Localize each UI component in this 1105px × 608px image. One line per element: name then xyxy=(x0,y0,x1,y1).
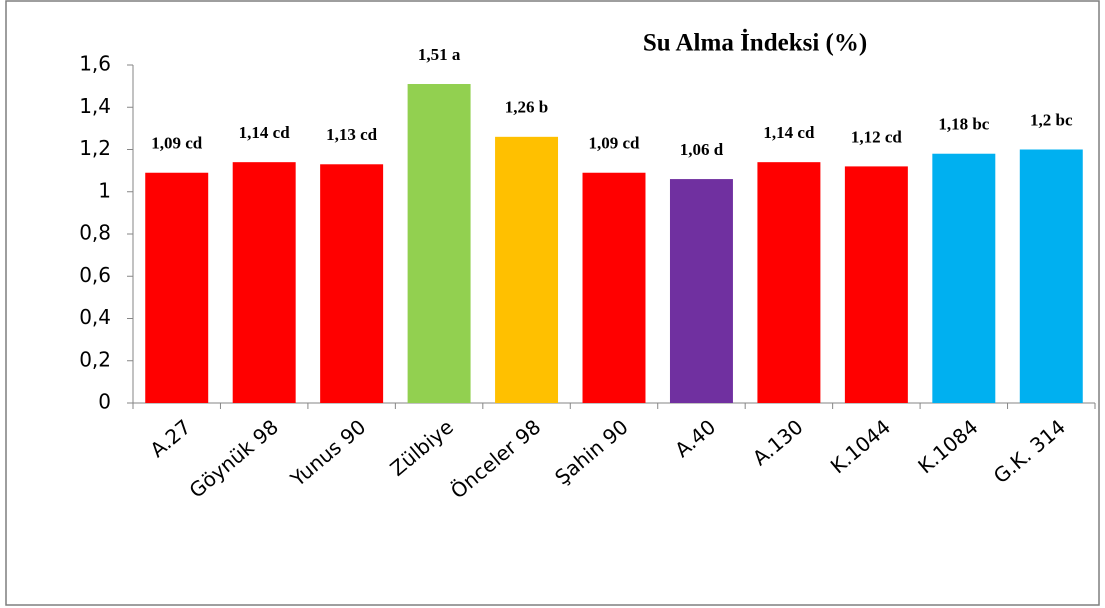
data-label: 1,14 cd xyxy=(763,123,815,142)
data-label: 1,14 cd xyxy=(239,123,291,142)
data-label: 1,09 cd xyxy=(589,134,641,153)
y-tick-label: 1,6 xyxy=(79,52,111,76)
bar xyxy=(407,84,471,403)
y-tick-label: 0,2 xyxy=(79,347,111,371)
y-tick-label: 0,4 xyxy=(79,305,111,329)
y-tick-label: 0,6 xyxy=(79,263,111,287)
y-tick-label: 1,2 xyxy=(79,136,111,160)
data-label: 1,13 cd xyxy=(326,125,378,144)
bar xyxy=(320,164,384,403)
data-label: 1,51 a xyxy=(418,45,461,64)
bar xyxy=(669,179,733,403)
bar xyxy=(844,166,908,403)
data-label: 1,09 cd xyxy=(151,134,203,153)
y-tick-label: 1,4 xyxy=(79,94,111,118)
data-label: 1,18 bc xyxy=(938,115,989,134)
chart-title: Su Alma İndeksi (%) xyxy=(643,29,867,57)
y-tick-label: 0 xyxy=(98,390,111,414)
data-label: 1,12 cd xyxy=(851,127,903,146)
data-label: 1,06 d xyxy=(680,140,724,159)
data-label: 1,2 bc xyxy=(1030,110,1073,129)
y-tick-label: 1 xyxy=(98,178,111,202)
bar xyxy=(145,172,209,403)
bar xyxy=(582,172,646,403)
bar xyxy=(757,162,821,403)
bar xyxy=(932,153,996,403)
y-tick-label: 0,8 xyxy=(79,221,111,245)
bar xyxy=(495,136,559,403)
bar xyxy=(232,162,296,403)
bar xyxy=(1019,149,1083,403)
data-label: 1,26 b xyxy=(505,98,548,117)
